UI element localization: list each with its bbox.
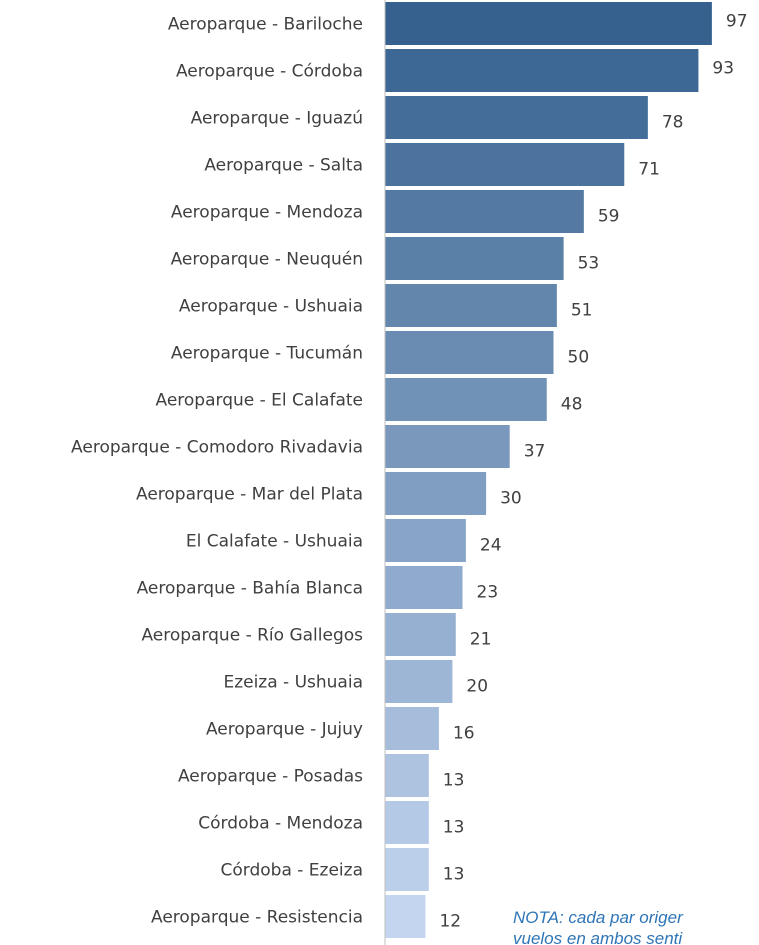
value-label: 37 xyxy=(524,442,546,462)
bar xyxy=(385,801,429,844)
value-label: 97 xyxy=(726,12,748,32)
bar xyxy=(385,519,466,562)
bar xyxy=(385,143,625,186)
value-label: 13 xyxy=(443,771,465,791)
value-label: 13 xyxy=(443,818,465,838)
value-label: 71 xyxy=(638,160,660,180)
category-label: Aeroparque - Iguazú xyxy=(191,109,363,129)
value-label: 78 xyxy=(662,113,684,133)
bar xyxy=(385,378,547,421)
bars-group xyxy=(385,2,712,938)
category-label: Aeroparque - Bahía Blanca xyxy=(137,579,363,599)
bar xyxy=(385,331,554,374)
bar xyxy=(385,613,456,656)
category-label: Aeroparque - Ushuaia xyxy=(179,297,363,317)
bar xyxy=(385,284,557,327)
value-labels-group: 97 93 78 71 59 53 51 50 48 37 30 24 23 21 20 16 13 13 13 12 xyxy=(439,12,747,932)
category-label: Córdoba - Ezeiza xyxy=(221,861,364,881)
bar xyxy=(385,96,648,139)
category-label: Aeroparque - Salta xyxy=(204,156,363,176)
category-label: Aeroparque - Posadas xyxy=(178,767,363,787)
value-label: 16 xyxy=(453,724,475,744)
value-label: 23 xyxy=(477,583,499,603)
category-labels-group: Aeroparque - Bariloche Aeroparque - Córdo… xyxy=(71,15,363,928)
note-line-2: vuelos en ambos senti xyxy=(513,929,683,945)
category-label: Aeroparque - Mendoza xyxy=(171,203,363,223)
category-label: Córdoba - Mendoza xyxy=(198,814,363,834)
bar xyxy=(385,660,453,703)
category-label: Aeroparque - Bariloche xyxy=(168,15,363,35)
value-label: 59 xyxy=(598,207,620,227)
value-label: 30 xyxy=(500,489,522,509)
value-label: 93 xyxy=(712,59,734,79)
bar xyxy=(385,707,439,750)
category-label: Aeroparque - Tucumán xyxy=(171,344,363,364)
category-label: Aeroparque - Comodoro Rivadavia xyxy=(71,438,363,458)
bar xyxy=(385,895,426,938)
bar xyxy=(385,754,429,797)
value-label: 51 xyxy=(571,301,593,321)
bar xyxy=(385,190,584,233)
note-line-1: NOTA: cada par origer xyxy=(513,908,683,927)
bar xyxy=(385,2,712,45)
note-text: NOTA: cada par origer vuelos en ambos se… xyxy=(513,907,759,945)
bar xyxy=(385,425,510,468)
bar xyxy=(385,848,429,891)
value-label: 13 xyxy=(443,865,465,885)
value-label: 50 xyxy=(568,348,590,368)
category-label: Aeroparque - El Calafate xyxy=(156,391,364,411)
value-label: 21 xyxy=(470,630,492,650)
category-label: El Calafate - Ushuaia xyxy=(186,532,363,552)
value-label: 12 xyxy=(439,912,461,932)
bar xyxy=(385,237,564,280)
category-label: Aeroparque - Río Gallegos xyxy=(141,626,363,646)
value-label: 48 xyxy=(561,395,583,415)
category-label: Aeroparque - Resistencia xyxy=(151,908,363,928)
category-label: Aeroparque - Córdoba xyxy=(176,62,363,82)
bar xyxy=(385,49,699,92)
category-label: Aeroparque - Neuquén xyxy=(171,250,363,270)
bar xyxy=(385,472,487,515)
category-label: Ezeiza - Ushuaia xyxy=(223,673,363,693)
bar xyxy=(385,566,463,609)
category-label: Aeroparque - Mar del Plata xyxy=(136,485,363,505)
value-label: 20 xyxy=(466,677,488,697)
category-label: Aeroparque - Jujuy xyxy=(206,720,363,740)
value-label: 24 xyxy=(480,536,502,556)
value-label: 53 xyxy=(578,254,600,274)
